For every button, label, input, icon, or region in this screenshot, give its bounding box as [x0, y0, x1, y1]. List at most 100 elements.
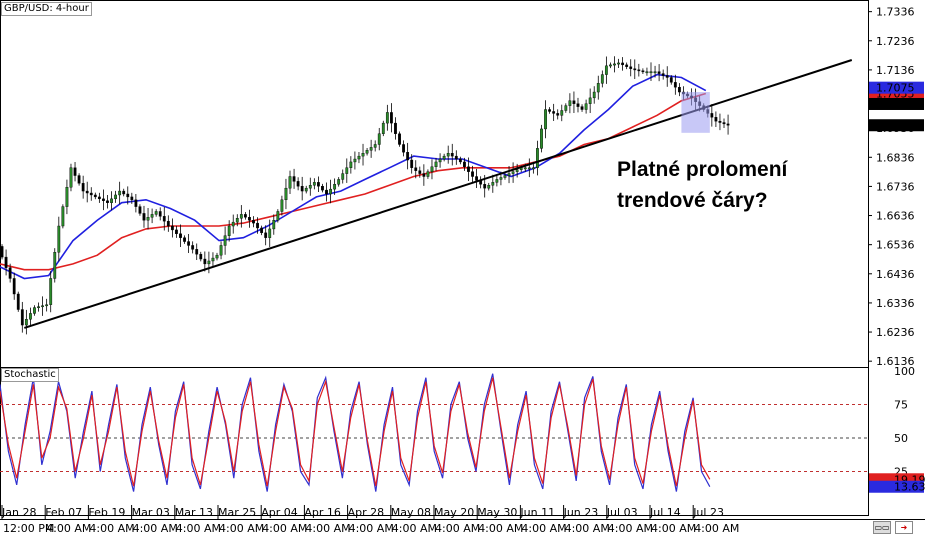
- candle-body: [170, 225, 174, 231]
- candle-body: [183, 237, 186, 242]
- candle-body: [191, 245, 195, 250]
- stochastic-value-bg: [869, 480, 924, 493]
- stochastic-tick-label: 50: [894, 432, 908, 445]
- candle-body: [223, 235, 227, 246]
- candle-body: [402, 144, 405, 153]
- candle-body: [158, 211, 162, 217]
- candle-body: [29, 313, 32, 320]
- candle-body: [422, 173, 426, 177]
- annotation-line-1: Platné prolomení: [617, 158, 788, 181]
- price-tick-label: 1.7336: [876, 6, 915, 19]
- chart-title: GBP/USD: 4-hour: [1, 2, 92, 16]
- candle-body: [613, 63, 616, 66]
- candle-body: [219, 245, 223, 256]
- time-label: 4:00 AM: [305, 522, 350, 535]
- candle-body: [661, 73, 665, 76]
- candle-body: [69, 167, 73, 188]
- date-label: May 20: [434, 506, 474, 519]
- candle-body: [673, 82, 677, 88]
- candle-body: [325, 189, 328, 195]
- price-label-bg: [869, 97, 924, 110]
- price-tick-label: 1.6536: [876, 239, 915, 252]
- candle-body: [162, 216, 166, 222]
- date-label: May 08: [391, 506, 431, 519]
- candle-body: [600, 74, 604, 84]
- candle-body: [390, 112, 393, 124]
- price-tick-label: 1.7136: [876, 64, 915, 77]
- date-label: Jul 03: [606, 506, 638, 519]
- candle-body: [361, 153, 365, 157]
- date-label: Jul 14: [649, 506, 681, 519]
- candle-body: [507, 173, 511, 176]
- candle-body: [629, 66, 633, 69]
- scroll-shift-icon[interactable]: ▭▭: [873, 521, 891, 534]
- candle-body: [329, 188, 332, 195]
- candle-body: [122, 190, 126, 195]
- candle-body: [16, 293, 20, 310]
- candle-body: [714, 117, 718, 122]
- price-label: 1.7019: [876, 98, 915, 111]
- date-label: Jan 28: [1, 506, 36, 519]
- candle-body: [45, 304, 49, 307]
- time-label: 4:00 AM: [521, 522, 566, 535]
- price-tick-label: 1.6136: [876, 355, 915, 368]
- time-label: 4:00 AM: [392, 522, 437, 535]
- candle-body: [463, 161, 466, 168]
- stochastic-d-line: [0, 377, 711, 487]
- candle-body: [118, 190, 122, 196]
- candle-body: [235, 218, 239, 223]
- candle-body: [41, 305, 44, 308]
- candle-body: [536, 148, 539, 168]
- candle-body: [292, 176, 296, 182]
- candle-body: [207, 260, 211, 265]
- date-label: Feb 19: [88, 506, 125, 519]
- candle-body: [645, 71, 649, 74]
- slow-moving-average-line: [0, 92, 707, 271]
- candle-body: [710, 113, 714, 118]
- candle-body: [381, 122, 385, 134]
- candle-body: [430, 166, 434, 172]
- candle-body: [531, 167, 535, 170]
- candle-body: [609, 64, 612, 67]
- price-panel-frame: [0, 0, 869, 368]
- candle-body: [37, 306, 40, 309]
- candle-body: [677, 86, 681, 93]
- candle-body: [337, 179, 341, 185]
- auto-scroll-arrow-icon[interactable]: ➜: [895, 521, 913, 534]
- candle-body: [722, 122, 726, 125]
- candle-body: [365, 150, 369, 154]
- candle-body: [568, 100, 572, 106]
- candle-body: [511, 171, 515, 174]
- candle-body: [454, 155, 458, 160]
- candle-body: [199, 253, 203, 260]
- candle-body: [0, 246, 4, 258]
- price-tick-label: 1.6436: [876, 268, 915, 281]
- candle-body: [657, 71, 661, 74]
- candle-body: [588, 97, 592, 104]
- candle-body: [239, 214, 243, 219]
- candle-body: [552, 111, 556, 114]
- candle-body: [641, 70, 645, 73]
- time-label: 4:00 AM: [478, 522, 523, 535]
- candle-body: [53, 252, 57, 279]
- time-label: 4:00 AM: [651, 522, 696, 535]
- candle-body: [268, 228, 272, 238]
- candles: [0, 56, 730, 335]
- stochastic-panel-frame: [0, 367, 869, 516]
- candle-body: [458, 158, 462, 163]
- price-tick-label: 1.6336: [876, 297, 915, 310]
- time-label: 4:00 AM: [435, 522, 480, 535]
- candle-body: [317, 182, 320, 187]
- stochastic-tick-label: 100: [894, 365, 915, 378]
- price-tick-label: 1.6236: [876, 326, 915, 339]
- candle-body: [154, 211, 158, 215]
- date-label: Apr 04: [261, 506, 298, 519]
- candle-body: [12, 278, 16, 295]
- candle-body: [215, 254, 219, 259]
- time-label: 4:00 AM: [89, 522, 134, 535]
- candle-body: [385, 112, 389, 124]
- date-label: Mar 13: [175, 506, 213, 519]
- candle-body: [369, 147, 373, 151]
- price-label: 1.6946: [876, 119, 915, 132]
